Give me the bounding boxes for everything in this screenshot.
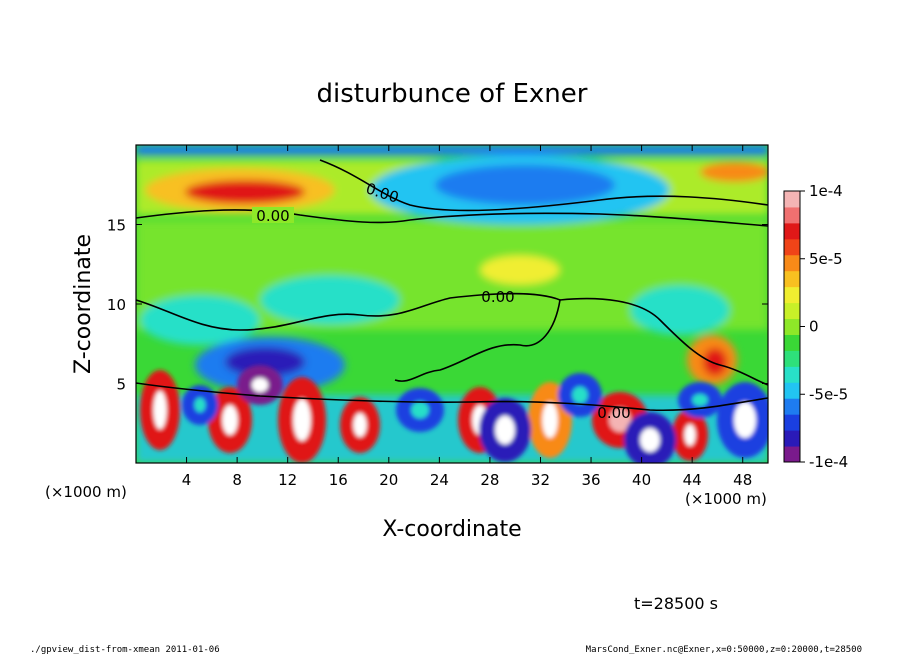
colorbar-swatch-2 xyxy=(784,414,800,431)
x-axis-label: X-coordinate xyxy=(382,517,521,542)
contour-label-4: 0.00 xyxy=(597,404,630,422)
time-label: t=28500 s xyxy=(634,594,718,613)
cyan-patch-right xyxy=(630,285,730,335)
turbulent-cell-core-6 xyxy=(609,408,631,432)
x-tick-label-0: 4 xyxy=(182,471,192,489)
colorbar-swatch-12 xyxy=(784,254,800,272)
turbulent-cell-core-3 xyxy=(353,413,367,437)
yellow-patch-upper xyxy=(480,255,560,285)
x-axis-ticks: 4 8 12 16 20 24 28 32 36 40 44 48 xyxy=(182,145,752,489)
cold-core-top xyxy=(435,165,615,205)
x-tick-label-11: 48 xyxy=(733,471,752,489)
x-tick-label-10: 44 xyxy=(683,471,702,489)
heatmap-field xyxy=(136,145,768,463)
turbulent-cell-core-12 xyxy=(194,397,206,413)
colorbar-swatch-14 xyxy=(784,222,800,240)
turbulent-cell-core-2 xyxy=(293,399,311,441)
colorbar-swatch-6 xyxy=(784,350,800,367)
turbulent-cell-core-9 xyxy=(495,415,515,445)
colorbar-label-1: 5e-5 xyxy=(809,250,843,268)
colorbar-swatch-10 xyxy=(784,286,800,304)
colorbar-swatch-13 xyxy=(784,238,800,256)
y-axis-label: Z-coordinate xyxy=(71,234,96,374)
colorbar xyxy=(784,191,800,463)
colorbar-label-2: 0 xyxy=(809,318,819,336)
colorbar-swatch-1 xyxy=(784,430,800,447)
turbulent-cell-core-11 xyxy=(251,377,269,393)
turbulent-cell-core-15 xyxy=(692,394,708,406)
turbulent-cell-core-5 xyxy=(542,402,558,438)
colorbar-swatch-8 xyxy=(784,318,800,335)
colorbar-swatch-9 xyxy=(784,302,800,320)
contour-zero-upper xyxy=(136,209,768,227)
turbulent-cell-core-7 xyxy=(684,424,696,446)
turbulent-cell-core-1 xyxy=(222,405,238,435)
colorbar-swatch-4 xyxy=(784,382,800,399)
contour-zero-top xyxy=(319,159,768,212)
colorbar-ticks: 1e-4 5e-5 0 -5e-5 -1e-4 xyxy=(800,182,848,471)
turbulent-cell-core-8 xyxy=(734,402,756,438)
contour-label-3: 0.00 xyxy=(481,288,514,306)
turbulent-cell-core-10 xyxy=(640,428,660,452)
turbulent-cell-core-0 xyxy=(153,390,167,430)
cyan-patch-left xyxy=(140,295,260,345)
warm-region-top-right xyxy=(700,162,768,182)
contour-label-bg-1 xyxy=(252,207,294,223)
y-tick-label-0: 5 xyxy=(116,376,126,394)
contour-zero-lower xyxy=(136,382,768,412)
colorbar-swatch-3 xyxy=(784,398,800,415)
y-tick-label-2: 15 xyxy=(107,217,126,235)
x-tick-label-4: 20 xyxy=(379,471,398,489)
cyan-patch-center xyxy=(260,275,400,325)
top-edge-blue xyxy=(136,145,768,155)
x-unit-label-right: (×1000 m) xyxy=(685,490,767,508)
turbulent-cell-core-14 xyxy=(572,386,588,404)
colorbar-swatch-7 xyxy=(784,334,800,351)
colorbar-swatch-16 xyxy=(784,191,800,208)
warm-core-right xyxy=(703,348,727,376)
turbulent-cell-core-13 xyxy=(411,401,429,419)
x-tick-label-1: 8 xyxy=(232,471,242,489)
colorbar-label-3: -5e-5 xyxy=(809,385,848,403)
colorbar-label-0: 1e-4 xyxy=(809,182,843,200)
chart-title: disturbunce of Exner xyxy=(317,79,588,109)
colorbar-swatch-15 xyxy=(784,206,800,224)
warm-core-top-left xyxy=(185,180,305,204)
x-unit-label-left: (×1000 m) xyxy=(45,483,127,501)
colorbar-swatch-0 xyxy=(784,446,800,463)
y-axis-ticks: 5 10 15 xyxy=(107,217,768,394)
contour-zero-right xyxy=(559,297,768,386)
x-tick-label-2: 12 xyxy=(278,471,297,489)
footer-left: ./gpview_dist-from-xmean 2011-01-06 xyxy=(30,645,220,654)
x-tick-label-7: 32 xyxy=(531,471,550,489)
contour-zero-middle xyxy=(136,292,561,382)
x-tick-label-8: 36 xyxy=(581,471,600,489)
cold-core-mid-left xyxy=(225,347,305,377)
colorbar-swatch-11 xyxy=(784,270,800,288)
x-tick-label-3: 16 xyxy=(329,471,348,489)
y-tick-label-1: 10 xyxy=(107,296,126,314)
contour-label-1: 0.00 xyxy=(256,207,289,225)
x-tick-label-9: 40 xyxy=(632,471,651,489)
x-tick-label-6: 28 xyxy=(480,471,499,489)
colorbar-swatch-5 xyxy=(784,366,800,383)
x-tick-label-5: 24 xyxy=(430,471,449,489)
contour-lines xyxy=(136,159,768,412)
colorbar-label-4: -1e-4 xyxy=(809,453,848,471)
footer-right: MarsCond_Exner.nc@Exner,x=0:50000,z=0:20… xyxy=(586,645,862,654)
